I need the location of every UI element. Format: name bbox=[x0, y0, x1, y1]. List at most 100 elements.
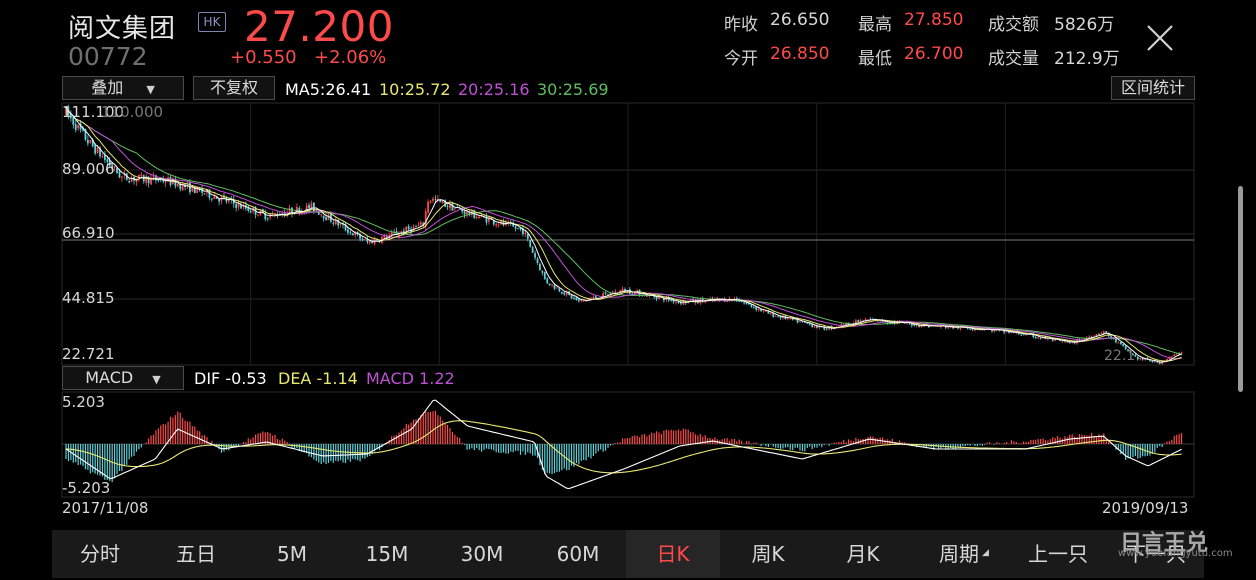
period-tab[interactable]: 日K bbox=[626, 530, 720, 578]
period-tab[interactable]: 分时 bbox=[80, 542, 120, 566]
candle-body bbox=[186, 183, 189, 187]
candle-body bbox=[84, 129, 87, 140]
candle-body bbox=[1054, 339, 1057, 341]
candle-body bbox=[813, 326, 816, 328]
period-tab[interactable]: 30M bbox=[460, 542, 504, 566]
period-tab[interactable]: 上一只 bbox=[1028, 542, 1088, 566]
close-icon[interactable] bbox=[1140, 18, 1180, 58]
adjust-button[interactable]: 不复权 bbox=[193, 76, 275, 100]
period-tab[interactable]: 60M bbox=[556, 542, 600, 566]
candle-body bbox=[886, 322, 889, 324]
ma-line bbox=[65, 107, 1182, 360]
ma-line bbox=[65, 107, 1182, 363]
candle-body bbox=[349, 231, 352, 233]
candle-body bbox=[609, 293, 612, 295]
dropdown-caret-icon: ▼ bbox=[152, 373, 161, 386]
candle-body bbox=[920, 325, 923, 327]
ma-lines bbox=[65, 107, 1182, 363]
candle-body bbox=[604, 292, 607, 294]
candle-body bbox=[101, 156, 104, 158]
watermark-url: www.yuefangyutu.com bbox=[1118, 548, 1233, 559]
candle-body bbox=[966, 328, 969, 329]
candle-body bbox=[451, 202, 454, 211]
candle-body bbox=[179, 183, 182, 190]
candle-body bbox=[257, 215, 259, 217]
price-change-pct: +2.06% bbox=[314, 47, 387, 68]
candle-body bbox=[1020, 334, 1023, 336]
candle-body bbox=[772, 312, 775, 317]
candle-body bbox=[531, 247, 534, 253]
candle-body bbox=[174, 178, 177, 187]
candle-body bbox=[147, 176, 150, 184]
candle-body bbox=[376, 239, 378, 241]
candle-body bbox=[106, 159, 109, 162]
candle-body bbox=[1161, 361, 1164, 364]
candle-body bbox=[152, 176, 155, 178]
period-tab[interactable]: 下一只 bbox=[1126, 542, 1186, 566]
candle-body bbox=[118, 171, 121, 178]
candle-body bbox=[602, 293, 605, 298]
period-tab[interactable]: 月K bbox=[846, 542, 880, 566]
candle-body bbox=[974, 329, 976, 331]
overlay-dropdown[interactable]: 叠加 ▼ bbox=[62, 76, 184, 100]
candle-body bbox=[490, 219, 493, 220]
candle-body bbox=[551, 284, 553, 286]
period-tab[interactable]: 周期 bbox=[939, 542, 979, 566]
candle-body bbox=[706, 299, 709, 301]
candle-body bbox=[91, 139, 94, 147]
candle-body bbox=[368, 241, 371, 243]
candle-body bbox=[191, 185, 194, 192]
candle-body bbox=[492, 220, 495, 225]
candle-body bbox=[658, 296, 660, 299]
candle-body bbox=[857, 319, 860, 323]
candle-body bbox=[332, 222, 335, 224]
scrollbar[interactable] bbox=[1238, 186, 1243, 392]
candle-body bbox=[672, 299, 675, 303]
dea-line bbox=[65, 420, 1182, 474]
quote-label: 成交额 bbox=[988, 15, 1039, 35]
candle-body bbox=[558, 288, 561, 292]
candle-body bbox=[468, 212, 471, 215]
candle-body bbox=[82, 127, 84, 131]
candle-body bbox=[247, 207, 250, 211]
candle-body bbox=[419, 222, 422, 225]
candle-body bbox=[1166, 359, 1168, 362]
candle-body bbox=[607, 294, 609, 296]
candle-body bbox=[811, 324, 814, 328]
candle-body bbox=[1144, 358, 1147, 361]
candle-body bbox=[762, 310, 765, 312]
candle-body bbox=[1139, 358, 1142, 360]
candle-body bbox=[444, 200, 447, 207]
candle-body bbox=[79, 123, 82, 130]
candle-body bbox=[497, 224, 500, 226]
candle-body bbox=[543, 271, 546, 279]
min-price-marker: 22.1 bbox=[1104, 348, 1135, 364]
period-tab[interactable]: 周K bbox=[751, 542, 785, 566]
period-tab[interactable]: 15M bbox=[365, 542, 409, 566]
candle-body bbox=[475, 217, 478, 218]
candle-body bbox=[305, 205, 308, 213]
indicator-dropdown[interactable]: MACD ▼ bbox=[62, 366, 184, 390]
candle-body bbox=[128, 181, 131, 183]
candle-body bbox=[823, 326, 826, 330]
candle-body bbox=[295, 207, 298, 213]
candle-body bbox=[415, 226, 417, 228]
candle-body bbox=[485, 216, 488, 223]
candle-body bbox=[777, 316, 780, 318]
candle-body bbox=[390, 232, 393, 236]
start-date: 2017/11/08 bbox=[62, 499, 148, 517]
candle-body bbox=[947, 327, 950, 329]
candle-body bbox=[794, 318, 797, 320]
candle-body bbox=[1180, 352, 1183, 354]
candle-body bbox=[495, 224, 498, 226]
candle-body bbox=[726, 301, 728, 303]
period-tab[interactable]: 五日 bbox=[176, 542, 216, 566]
candle-body bbox=[288, 208, 291, 212]
candle-body bbox=[385, 235, 388, 239]
range-stats-button[interactable]: 区间统计 bbox=[1111, 76, 1195, 100]
candle-body bbox=[910, 323, 913, 326]
candle-body bbox=[1175, 353, 1178, 355]
period-tab[interactable]: 5M bbox=[277, 542, 307, 566]
candle-body bbox=[1005, 331, 1008, 333]
